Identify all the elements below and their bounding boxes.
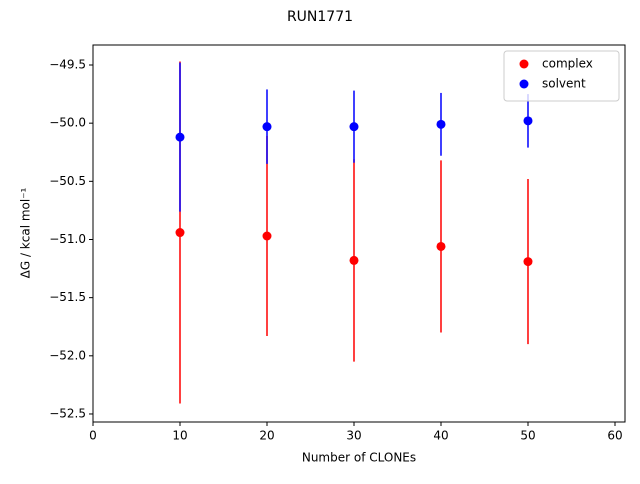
x-tick-label: 10: [172, 429, 187, 443]
x-tick-label: 0: [89, 429, 97, 443]
point: [523, 116, 533, 126]
legend-box: [503, 50, 620, 102]
plot-frame: [92, 44, 626, 423]
point: [262, 122, 272, 132]
x-axis-label: Number of CLONEs: [302, 451, 416, 465]
y-tick-label: −50.5: [49, 174, 86, 188]
y-tick-label: −49.5: [49, 58, 86, 72]
legend-marker: [519, 79, 529, 89]
chart-title: RUN1771: [287, 9, 353, 25]
y-tick-label: −51.0: [49, 232, 86, 246]
y-tick-label: −50.0: [49, 116, 86, 130]
point: [436, 241, 446, 251]
y-tick-label: −52.5: [49, 406, 86, 420]
point: [523, 257, 533, 267]
y-axis-label: ΔG / kcal mol⁻¹: [19, 187, 33, 278]
point: [349, 122, 359, 132]
y-tick-label: −51.5: [49, 290, 86, 304]
legend-label: solvent: [542, 77, 586, 91]
point: [175, 228, 185, 238]
point: [262, 231, 272, 241]
x-tick-label: 30: [346, 429, 361, 443]
y-tick-label: −52.0: [49, 348, 86, 362]
legend-marker: [519, 59, 529, 69]
x-tick-label: 50: [520, 429, 535, 443]
x-tick-label: 20: [259, 429, 274, 443]
legend-label: complex: [542, 57, 593, 71]
point: [349, 255, 359, 265]
x-tick-label: 60: [607, 429, 622, 443]
x-tick-label: 40: [433, 429, 448, 443]
point: [436, 119, 446, 129]
point: [175, 132, 185, 142]
